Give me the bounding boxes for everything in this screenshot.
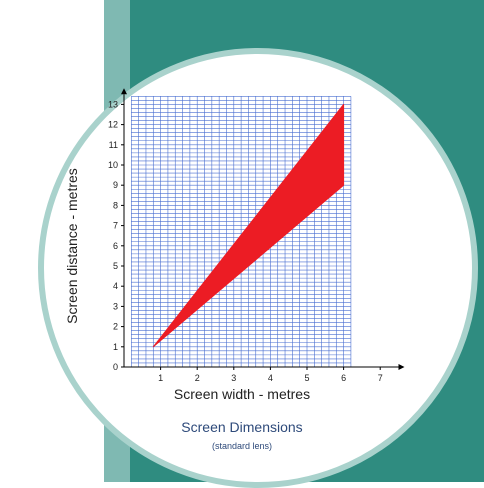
y-tick-label: 2 [113,322,118,332]
y-tick-label: 12 [108,120,118,130]
y-tick-label: 3 [113,301,118,311]
y-tick-label: 1 [113,342,118,352]
y-tick-label: 10 [108,160,118,170]
area-series-0 [152,103,345,348]
chart-title: Screen Dimensions [181,419,303,435]
x-tick-label: 1 [158,373,163,383]
y-tick-label: 7 [113,221,118,231]
x-tick-label: 6 [341,373,346,383]
chart-axes [121,88,405,370]
x-tick-label: 5 [304,373,309,383]
x-tick-label: 3 [231,373,236,383]
y-tick-label: 4 [113,281,118,291]
y-tick-label: 5 [113,261,118,271]
y-tick-label: 8 [113,200,118,210]
x-axis-arrow [398,364,405,370]
y-tick-label: 0 [113,362,118,372]
x-tick-label: 7 [378,373,383,383]
y-axis-label: Screen distance - metres [64,168,80,324]
y-tick-label: 13 [108,99,118,109]
chart-subtitle: (standard lens) [211,441,273,451]
x-axis-label: Screen width - metres [173,386,311,402]
y-tick-label: 6 [113,241,118,251]
chart-grid [131,96,352,368]
y-tick-label: 11 [109,140,118,150]
x-tick-label: 4 [268,373,273,383]
chart-area-layer [152,103,345,348]
white-circle-panel [38,48,478,488]
y-tick-label: 9 [113,180,118,190]
x-tick-label: 2 [195,373,200,383]
y-axis-arrow [121,88,127,95]
